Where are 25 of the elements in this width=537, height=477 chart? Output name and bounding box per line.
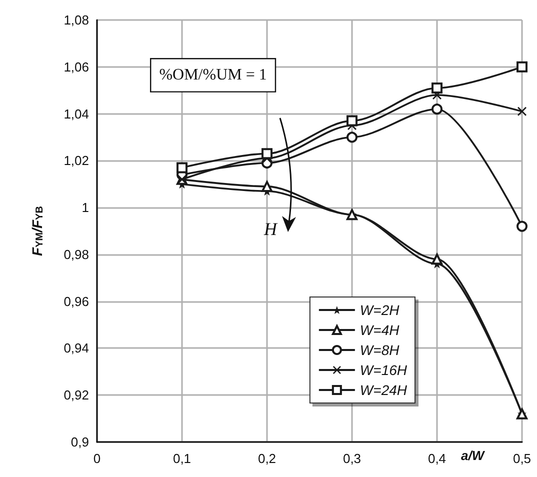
x-tick-label: 0,3 [342,451,362,466]
annotation: H [263,219,278,239]
legend-label: W=2H [360,302,400,318]
y-tick-label: 0,94 [64,340,89,356]
y-tick-label: 1 [82,200,89,216]
x-axis-title: a/W [461,448,486,463]
x-tick-label: 0 [93,451,101,466]
y-tick-label: 1,04 [64,106,89,122]
y-tick-label: 0,9 [70,434,89,450]
x-tick-label: 0,4 [428,451,446,466]
x-tick-label: 0,2 [258,451,276,466]
x-tick-label: 0,5 [512,451,532,466]
annotation: %OM/%UM = 1 [159,66,267,84]
legend-label: W=24H [360,382,408,398]
y-tick-label: 0,98 [64,246,89,262]
y-axis-title: FYM/FYB [29,206,46,256]
y-tick-label: 1,06 [64,59,89,74]
x-tick-label: 0,1 [172,451,192,466]
y-tick-label: 1,08 [64,12,89,28]
legend-label: W=4H [360,322,400,338]
y-tick-label: 1,02 [64,153,89,168]
legend-label: W=16H [360,362,408,378]
y-tick-label: 0,96 [64,294,89,309]
legend-label: W=8H [360,342,400,358]
y-tick-label: 0,92 [64,388,89,403]
